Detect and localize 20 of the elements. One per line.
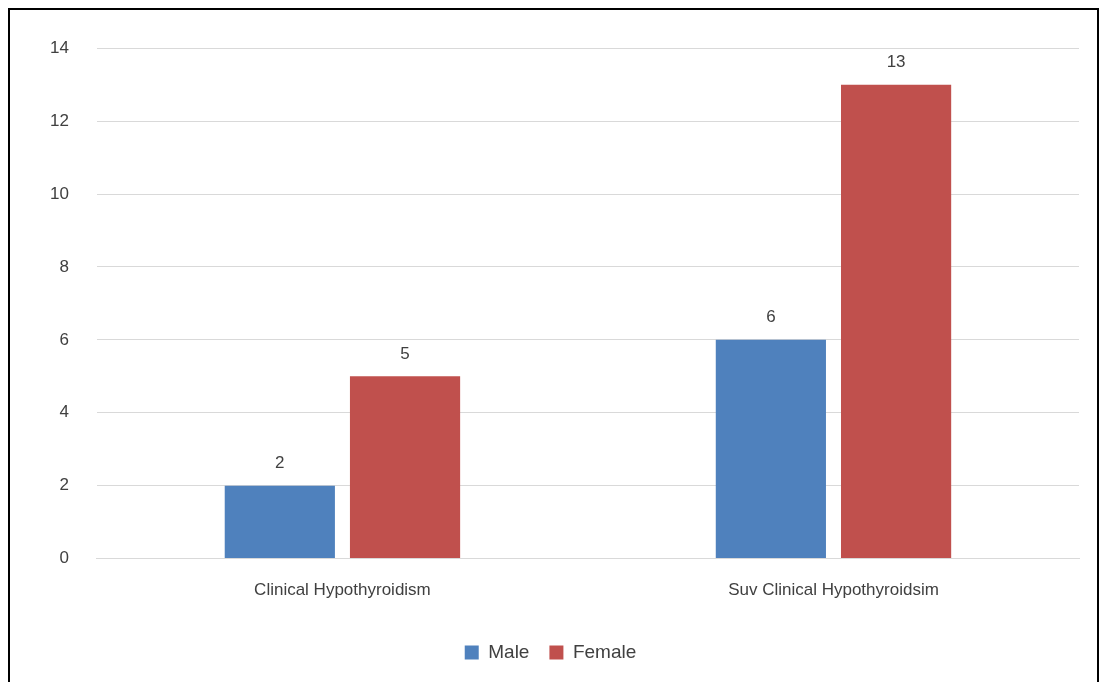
y-tick-label: 14: [49, 37, 69, 57]
legend-label: Male: [488, 640, 530, 662]
x-tick-label: Suv Clinical Hypothyroidsim: [728, 580, 939, 600]
bar: [715, 339, 826, 559]
bar: [224, 485, 335, 559]
x-tick-label: Clinical Hypothyroidism: [254, 580, 431, 600]
data-label: 5: [400, 343, 410, 363]
data-label: 13: [886, 51, 906, 71]
bar: [349, 376, 461, 559]
y-tick-label: 6: [59, 329, 69, 349]
y-tick-label: 12: [49, 110, 69, 130]
y-tick-label: 0: [59, 548, 69, 568]
data-label: 6: [766, 307, 776, 327]
bar: [840, 84, 952, 559]
y-tick-label: 10: [49, 183, 69, 203]
y-tick-label: 2: [59, 475, 69, 495]
data-label: 2: [275, 452, 285, 472]
legend-label: Female: [572, 640, 637, 662]
y-tick-label: 8: [59, 256, 69, 276]
y-tick-label: 4: [59, 402, 69, 422]
